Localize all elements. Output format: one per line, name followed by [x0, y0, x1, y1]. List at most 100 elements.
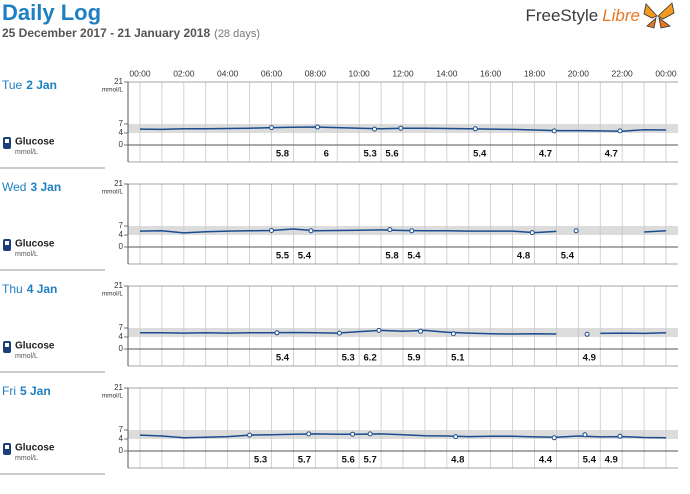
scan-marker	[315, 124, 321, 130]
scan-marker	[367, 431, 373, 437]
reading-label: 6.2	[364, 353, 377, 364]
y-tick-label: 21	[114, 179, 123, 188]
time-label: 00:00	[129, 68, 151, 78]
y-tick-label: 7	[119, 119, 124, 128]
scan-marker	[376, 327, 382, 333]
y-tick-label: 4	[119, 434, 124, 443]
glucose-trace	[139, 433, 667, 439]
y-tick-label: 4	[119, 332, 124, 341]
brand-name: FreeStyle	[525, 6, 598, 25]
y-tick-label: 0	[119, 140, 124, 149]
scan-marker	[387, 227, 393, 233]
y-tick-label: 0	[119, 446, 124, 455]
reading-label: 5.4	[561, 251, 575, 262]
time-label: 04:00	[217, 68, 239, 78]
brand-accent: Libre	[602, 6, 640, 25]
brand: FreeStyle Libre	[525, 6, 640, 25]
time-label: 00:00	[655, 68, 677, 78]
y-tick-label: 0	[119, 242, 124, 251]
reading-label: 5.4	[407, 251, 421, 262]
metric-unit: mmol/L	[15, 455, 38, 462]
weekday: Thu	[2, 282, 23, 296]
scan-marker	[584, 331, 590, 337]
day-date: 4 Jan	[27, 282, 58, 296]
reading-label: 5.8	[385, 251, 398, 262]
reading-label: 6	[324, 149, 329, 160]
glucose-icon-screen	[5, 343, 9, 347]
day-label: Tue 2 Jan	[2, 78, 57, 92]
day-label: Wed 3 Jan	[2, 180, 61, 194]
scan-marker	[372, 126, 378, 132]
reading-label: 5.3	[342, 353, 355, 364]
time-label: 02:00	[173, 68, 195, 78]
metric-label: Glucose	[15, 443, 55, 454]
scan-marker	[269, 125, 274, 131]
reading-label: 5.4	[473, 149, 487, 160]
y-tick-label: 7	[119, 323, 124, 332]
time-label: 16:00	[480, 68, 502, 78]
y-unit: mmol/L	[102, 87, 124, 94]
y-tick-label: 0	[119, 344, 124, 353]
time-label: 08:00	[305, 68, 327, 78]
reading-label: 5.3	[254, 455, 267, 466]
y-tick-label: 4	[119, 230, 124, 239]
time-label: 06:00	[261, 68, 283, 78]
scan-marker	[450, 331, 456, 337]
y-tick-label: 7	[119, 425, 124, 434]
scan-marker	[551, 435, 557, 441]
scan-marker	[418, 328, 424, 334]
scan-marker	[350, 431, 356, 437]
reading-label: 4.9	[583, 353, 596, 364]
reading-label: 4.4	[539, 455, 553, 466]
reading-label: 5.4	[276, 353, 290, 364]
reading-label: 5.9	[407, 353, 420, 364]
glucose-trace	[139, 228, 667, 234]
y-tick-label: 21	[114, 281, 123, 290]
y-tick-label: 4	[119, 128, 124, 137]
scan-marker	[453, 434, 459, 440]
scan-marker	[398, 125, 404, 131]
scan-marker	[617, 433, 623, 439]
butterfly-logo	[643, 2, 675, 29]
reading-label: 4.7	[539, 149, 552, 160]
time-label: 22:00	[612, 68, 634, 78]
days-note: (28 days)	[214, 28, 260, 40]
scan-marker	[472, 126, 478, 132]
glucose-icon-screen	[5, 139, 9, 143]
scan-marker	[529, 230, 535, 236]
weekday: Fri	[2, 384, 16, 398]
scan-marker	[308, 228, 314, 234]
day-date: 2 Jan	[26, 78, 57, 92]
time-label: 18:00	[524, 68, 546, 78]
metric-unit: mmol/L	[15, 149, 38, 156]
reading-label: 5.5	[276, 251, 290, 262]
metric-label: Glucose	[15, 341, 55, 352]
y-tick-label: 7	[119, 221, 124, 230]
time-label: 12:00	[392, 68, 414, 78]
scan-marker	[336, 330, 342, 336]
glucose-icon-screen	[5, 241, 9, 245]
reading-label: 4.7	[605, 149, 618, 160]
reading-label: 4.9	[605, 455, 618, 466]
reading-label: 5.6	[385, 149, 398, 160]
page-title: Daily Log	[2, 0, 101, 25]
scan-marker	[269, 228, 274, 233]
reading-label: 5.8	[276, 149, 289, 160]
scan-marker	[274, 330, 280, 336]
day-label: Fri 5 Jan	[2, 384, 51, 398]
metric-label: Glucose	[15, 239, 55, 250]
reading-label: 5.7	[298, 455, 311, 466]
time-label: 20:00	[568, 68, 590, 78]
glucose-icon-screen	[5, 445, 9, 449]
y-unit: mmol/L	[102, 291, 124, 298]
y-unit: mmol/L	[102, 393, 124, 400]
scan-marker	[573, 228, 579, 234]
date-range-text: 25 December 2017 - 21 January 2018	[2, 26, 210, 40]
time-label: 14:00	[436, 68, 458, 78]
reading-label: 5.3	[364, 149, 377, 160]
weekday: Tue	[2, 78, 23, 92]
metric-unit: mmol/L	[15, 353, 38, 360]
